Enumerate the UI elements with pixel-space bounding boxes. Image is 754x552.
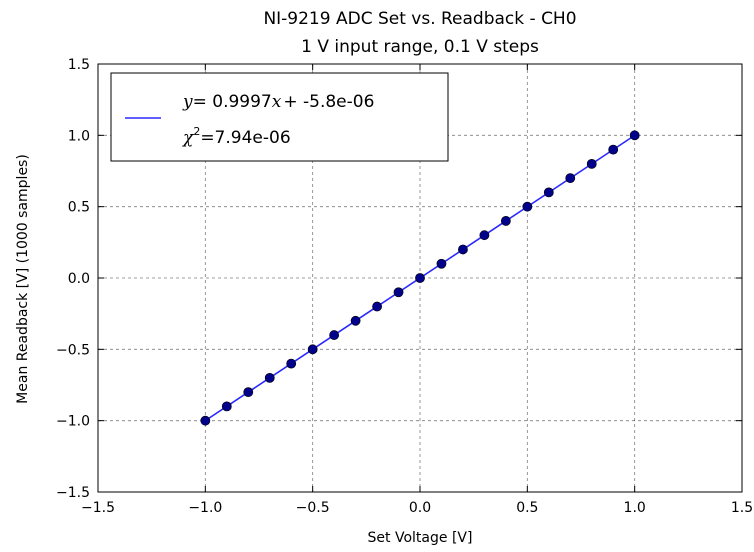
data-point <box>307 344 318 355</box>
data-point <box>543 187 554 198</box>
chart-title: NI-9219 ADC Set vs. Readback - CH0 <box>263 9 576 29</box>
legend-chi-value: =7.94e-06 <box>200 128 290 148</box>
y-tick-label: 0.0 <box>68 271 90 287</box>
plot-data <box>200 130 640 426</box>
legend-chi: χ <box>182 128 195 148</box>
legend-var-x: x <box>272 92 282 112</box>
data-point <box>415 273 425 283</box>
x-tick-label: −1.0 <box>188 500 222 516</box>
data-point <box>243 387 254 398</box>
data-point <box>221 401 232 412</box>
data-point <box>608 144 619 155</box>
legend-slope: = 0.9997 <box>193 92 272 112</box>
x-axis-label: Set Voltage [V] <box>368 530 473 546</box>
data-point <box>586 158 597 169</box>
x-tick-label: 0.0 <box>409 500 431 516</box>
data-point <box>329 330 340 340</box>
data-point <box>286 358 297 369</box>
data-point <box>372 301 382 312</box>
plot-frame <box>97 63 743 493</box>
data-point <box>436 258 447 269</box>
data-point <box>458 244 468 255</box>
data-point <box>500 216 511 226</box>
legend-fit-equation: y= 0.9997x + -5.8e-06 <box>182 92 374 112</box>
chart-subtitle: 1 V input range, 0.1 V steps <box>301 37 539 57</box>
data-point <box>264 372 275 383</box>
data-point <box>393 287 404 298</box>
x-tick-label: −1.5 <box>81 500 115 516</box>
legend-chi-squared: χ2=7.94e-06 <box>182 125 291 148</box>
legend-intercept: + -5.8e-06 <box>283 92 374 112</box>
y-tick-label: 1.5 <box>68 57 90 73</box>
x-tick-label: 1.5 <box>731 500 753 516</box>
y-tick-label: −1.0 <box>56 414 90 430</box>
axis-ticks: −1.5 −1.0 −0.5 0.0 0.5 1.0 1.5 −1.5 −1.0 −0.5 0.0 0… <box>56 57 753 516</box>
x-tick-label: 0.5 <box>516 500 538 516</box>
data-point <box>350 315 361 326</box>
legend-box <box>110 72 449 162</box>
y-tick-label: −0.5 <box>56 342 90 358</box>
y-tick-label: 0.5 <box>68 200 90 216</box>
legend: y= 0.9997x + -5.8e-06 χ2=7.94e-06 <box>110 72 449 162</box>
data-point <box>479 230 490 241</box>
y-axis-label: Mean Readback [V] (1000 samples) <box>15 154 31 404</box>
x-tick-label: −0.5 <box>296 500 330 516</box>
legend-var-y: y <box>182 92 193 112</box>
chart-title-group: NI-9219 ADC Set vs. Readback - CH0 1 V i… <box>263 9 576 57</box>
legend-chi-exponent: 2 <box>193 125 200 138</box>
data-point <box>522 201 533 212</box>
data-point <box>200 415 211 426</box>
data-point <box>629 130 640 141</box>
y-tick-label: −1.5 <box>56 485 90 501</box>
y-tick-label: 1.0 <box>68 128 90 144</box>
x-tick-label: 1.0 <box>624 500 646 516</box>
data-point <box>565 173 576 184</box>
